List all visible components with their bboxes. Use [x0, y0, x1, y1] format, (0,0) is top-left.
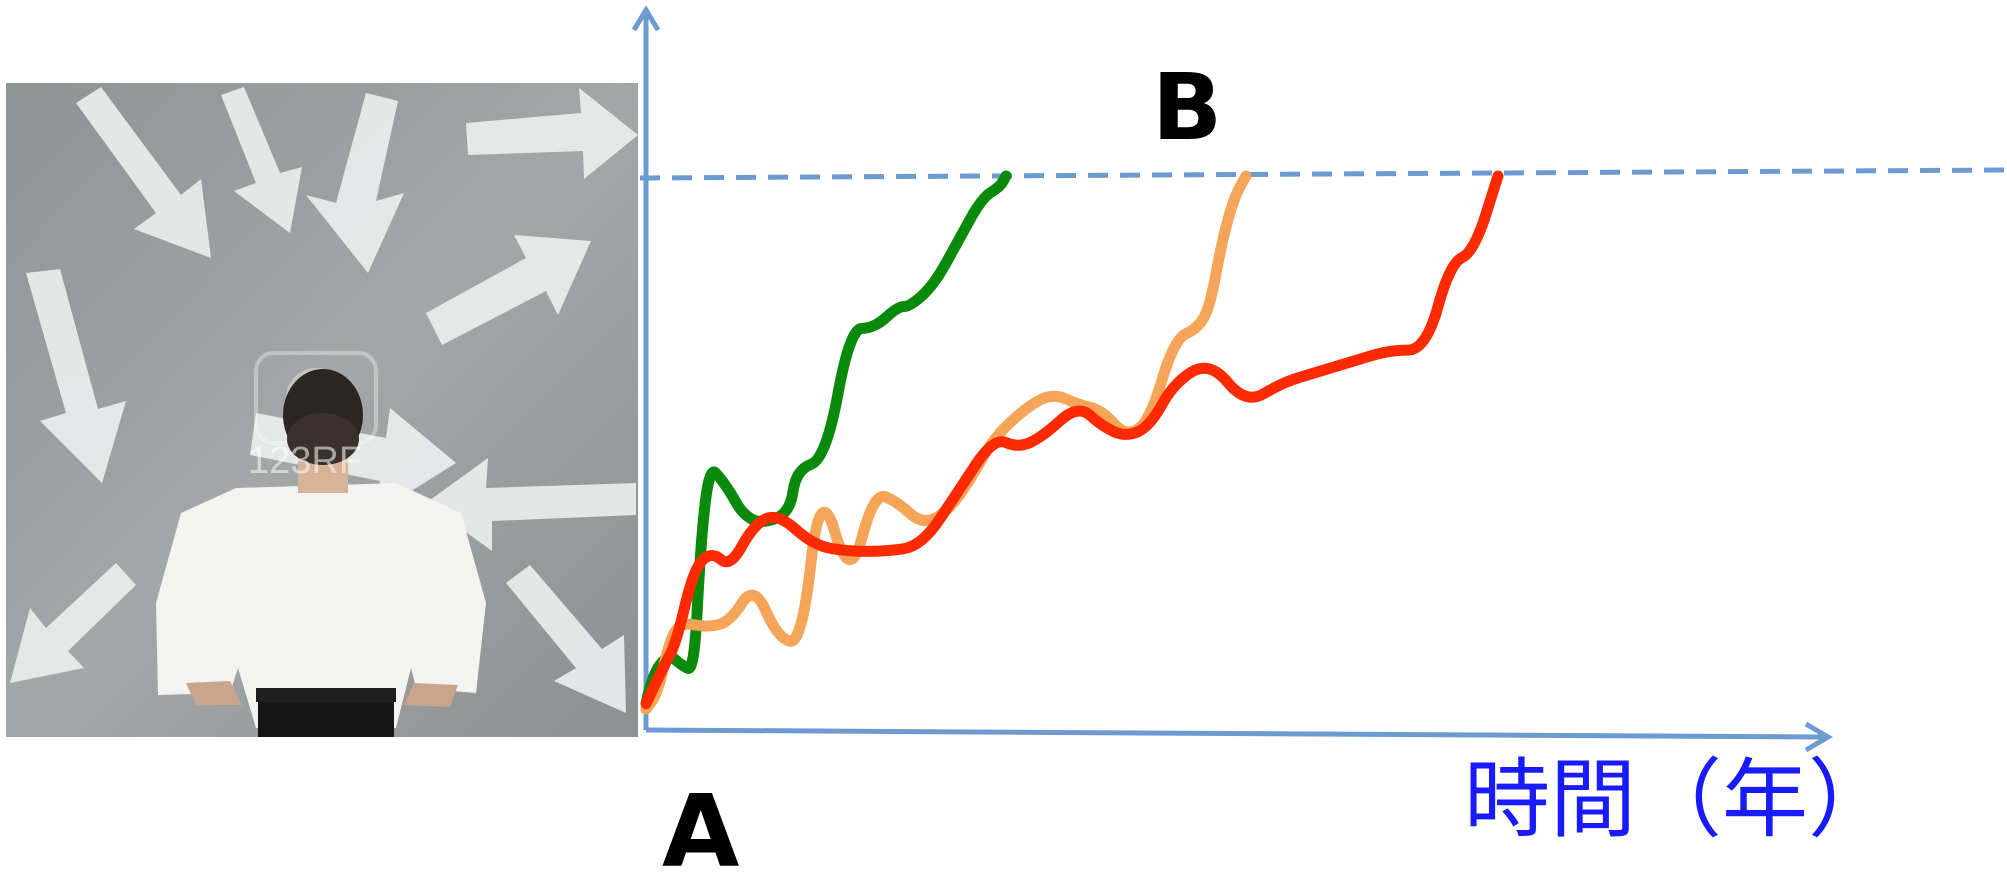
start-label: A [662, 773, 740, 890]
goal-dashed-line [639, 167, 2007, 181]
x-axis-arrow-head [1804, 721, 1833, 753]
x-axis [645, 727, 1829, 740]
green-path-line [640, 170, 1012, 710]
shirt [156, 483, 486, 728]
series-layer [640, 170, 1504, 715]
man-facing-arrows-photo: 123RF [6, 83, 638, 737]
y-axis-arrow-head [631, 5, 661, 32]
photo-watermark: 123RF [248, 440, 362, 482]
goal-label: B [1152, 54, 1223, 161]
red-path-line [640, 170, 1504, 710]
orange-path-line [640, 170, 1252, 715]
x-axis-title: 時間（年） [1464, 750, 1894, 850]
